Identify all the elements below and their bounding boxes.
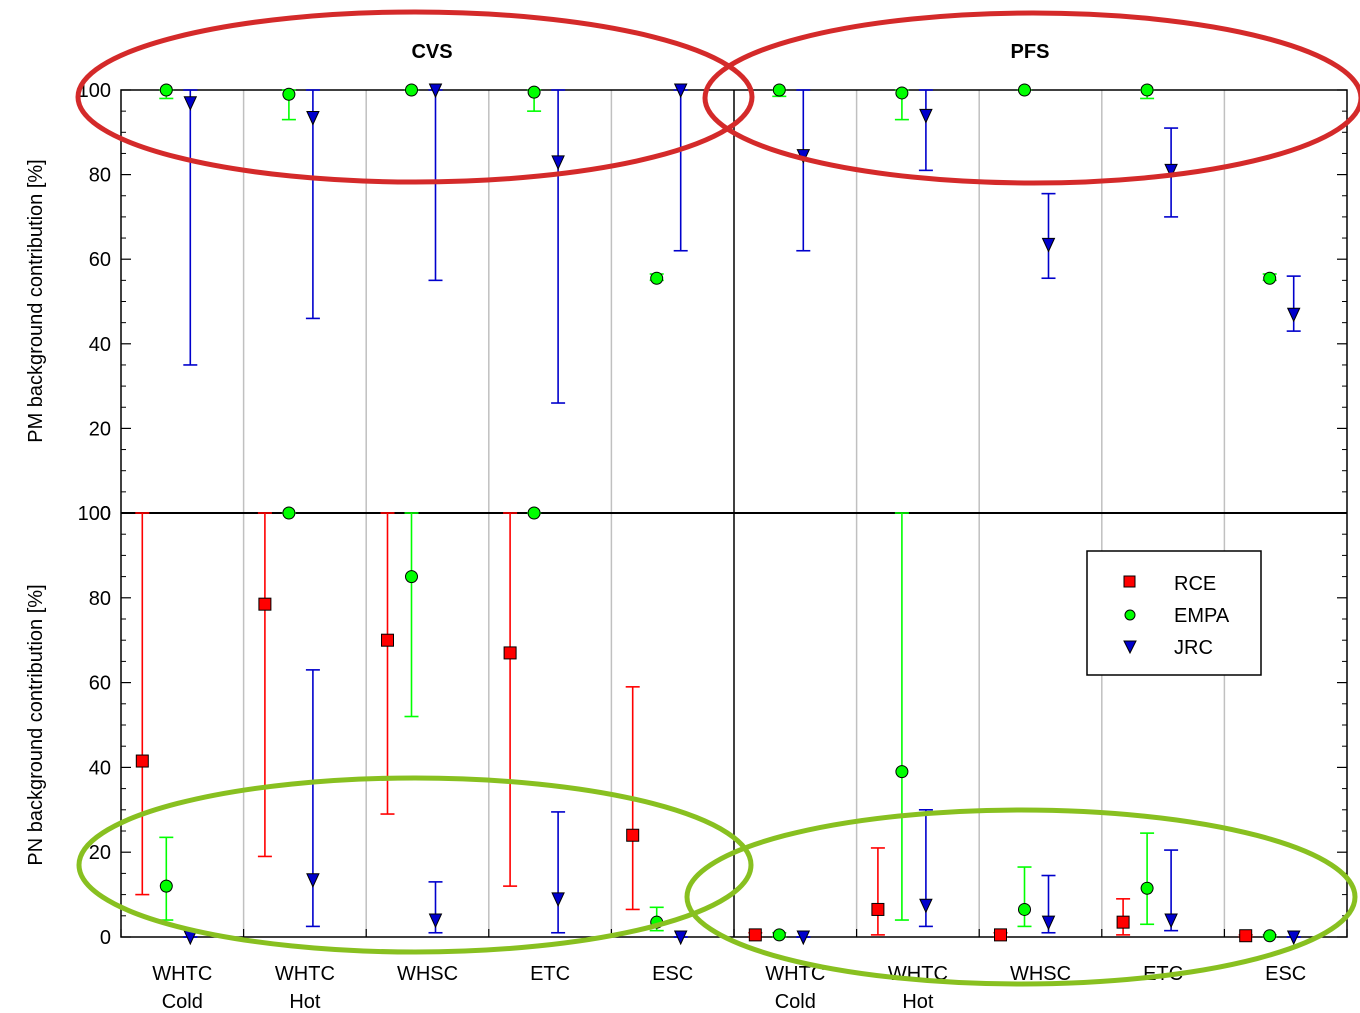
panel-title-cvs: CVS bbox=[411, 41, 452, 63]
x-tick-label: WHSC bbox=[1010, 963, 1071, 985]
x-tick-label: ESC bbox=[652, 963, 693, 985]
data-point-rce bbox=[258, 597, 272, 611]
x-tick-label: ETC bbox=[530, 963, 570, 985]
data-point-jrc bbox=[306, 873, 320, 888]
y-tick-label: 0 bbox=[100, 503, 111, 525]
legend-empa-label: EMPA bbox=[1174, 605, 1230, 627]
data-point-empa bbox=[282, 506, 296, 520]
y-axis-label-pn: PN background contribution [%] bbox=[25, 584, 47, 865]
data-point-empa bbox=[527, 506, 541, 520]
legend: RCE EMPA JRC bbox=[1086, 550, 1262, 676]
highlight-ellipse bbox=[76, 775, 754, 955]
x-tick-label: WHTC bbox=[275, 963, 335, 985]
legend-rce-marker bbox=[1123, 575, 1136, 588]
data-point-empa bbox=[1263, 929, 1277, 943]
data-point-jrc bbox=[673, 83, 688, 99]
data-point-jrc bbox=[183, 96, 198, 111]
data-point-jrc bbox=[1164, 913, 1178, 929]
legend-box bbox=[1086, 550, 1262, 676]
data-point-jrc bbox=[796, 930, 811, 946]
axes bbox=[120, 89, 1348, 938]
y-tick-label: 20 bbox=[89, 418, 111, 440]
data-point-jrc bbox=[551, 892, 565, 908]
highlight-ellipse bbox=[702, 10, 1360, 186]
data-point-rce bbox=[135, 754, 149, 768]
data-point-rce bbox=[748, 928, 762, 942]
data-point-empa bbox=[159, 879, 173, 893]
x-tick-label: WHTC bbox=[765, 963, 825, 985]
y-tick-label: 100 bbox=[78, 503, 111, 525]
data-point-rce bbox=[1116, 915, 1130, 929]
highlight-ellipse bbox=[75, 9, 755, 185]
x-tick-label: Hot bbox=[902, 991, 934, 1013]
data-point-jrc bbox=[1041, 237, 1056, 253]
data-point-empa bbox=[650, 271, 664, 285]
data-point-jrc bbox=[428, 913, 443, 929]
data-point-empa bbox=[1018, 902, 1031, 916]
data-point-rce bbox=[871, 902, 885, 916]
panel-title-pfs: PFS bbox=[1011, 41, 1050, 63]
legend-jrc-label: JRC bbox=[1174, 637, 1213, 659]
y-tick-label: 20 bbox=[89, 842, 111, 864]
y-axis-label-pm: PM background contribution [%] bbox=[25, 159, 47, 443]
data-point-empa bbox=[159, 83, 173, 97]
data-point-rce bbox=[503, 646, 517, 660]
data-point-empa bbox=[405, 83, 418, 97]
data-point-empa bbox=[1018, 83, 1031, 97]
data-point-empa bbox=[772, 928, 786, 942]
data-point-empa bbox=[895, 765, 909, 779]
data-point-jrc bbox=[1041, 915, 1056, 931]
data-point-jrc bbox=[551, 155, 565, 171]
data-point-jrc bbox=[673, 930, 688, 946]
data-point-jrc bbox=[1164, 163, 1178, 179]
x-tick-label: Cold bbox=[162, 991, 203, 1013]
data-point-empa bbox=[772, 83, 786, 97]
y-tick-label: 60 bbox=[89, 249, 111, 271]
y-tick-label: 60 bbox=[89, 673, 111, 695]
data-point-empa bbox=[527, 85, 541, 99]
highlight-ellipse bbox=[684, 807, 1358, 987]
data-point-jrc bbox=[1286, 307, 1301, 323]
y-tick-label: 80 bbox=[89, 165, 111, 187]
y-tick-label: 100 bbox=[78, 80, 111, 102]
x-tick-label: Hot bbox=[289, 991, 321, 1013]
data-point-empa bbox=[1140, 881, 1154, 895]
data-point-rce bbox=[626, 828, 640, 842]
data-point-empa bbox=[1140, 83, 1154, 97]
data-point-empa bbox=[282, 87, 296, 101]
data-point-rce bbox=[1239, 929, 1253, 943]
legend-empa-marker bbox=[1124, 609, 1136, 621]
data-point-jrc bbox=[1286, 930, 1301, 946]
data-point-jrc bbox=[306, 110, 320, 126]
x-tick-label: WHSC bbox=[397, 963, 458, 985]
data-point-jrc bbox=[919, 108, 933, 124]
data-point-jrc bbox=[428, 83, 443, 99]
data-point-jrc bbox=[919, 898, 933, 914]
axis-ticks: 020406080100020406080100WHTCColdWHTCHotW… bbox=[78, 80, 1348, 1013]
data-point-empa bbox=[895, 86, 909, 100]
x-tick-label: Cold bbox=[775, 991, 816, 1013]
data-point-rce bbox=[994, 928, 1007, 942]
data-point-empa bbox=[405, 570, 418, 584]
data-point-empa bbox=[1263, 271, 1277, 285]
data-point-rce bbox=[381, 633, 394, 647]
legend-rce-label: RCE bbox=[1174, 573, 1216, 595]
legend-jrc-marker bbox=[1123, 640, 1137, 655]
y-tick-label: 40 bbox=[89, 757, 111, 779]
highlight-ellipses bbox=[75, 9, 1360, 987]
x-tick-label: WHTC bbox=[152, 963, 212, 985]
data-series bbox=[135, 83, 1301, 946]
y-tick-label: 0 bbox=[100, 927, 111, 949]
y-tick-label: 80 bbox=[89, 588, 111, 610]
y-tick-label: 40 bbox=[89, 334, 111, 356]
x-tick-label: ESC bbox=[1265, 963, 1306, 985]
